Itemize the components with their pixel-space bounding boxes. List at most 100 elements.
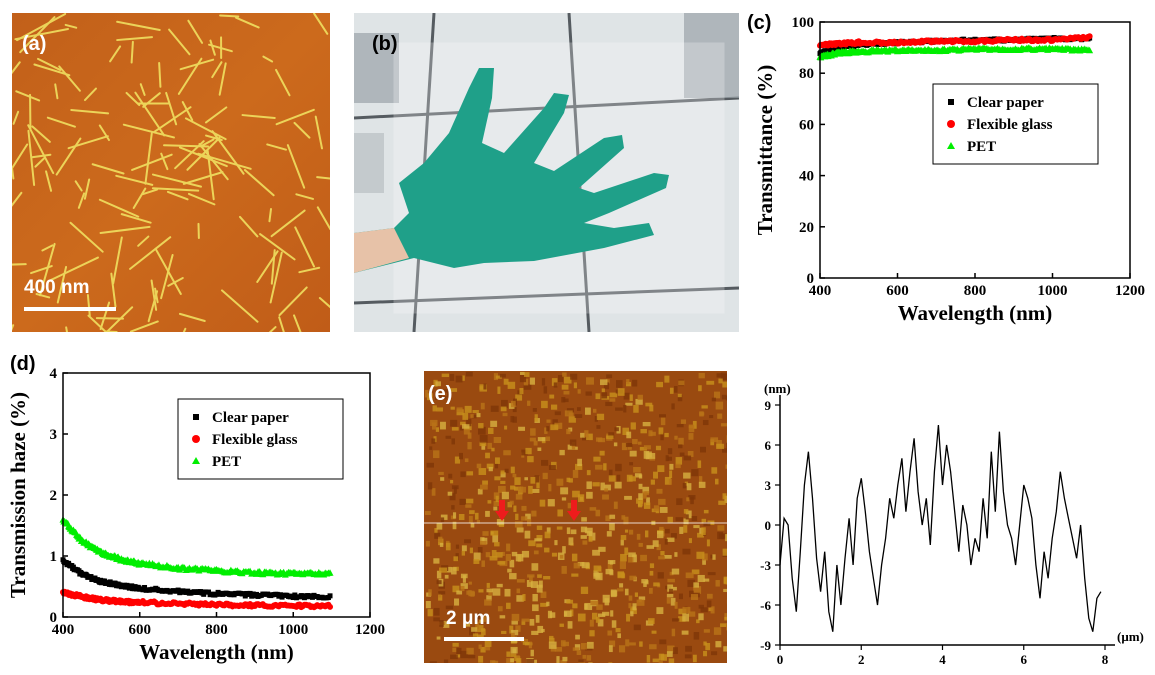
texture-speck: [615, 464, 622, 471]
texture-speck: [560, 624, 564, 627]
texture-speck: [478, 423, 483, 428]
texture-speck: [711, 651, 717, 655]
texture-speck: [512, 474, 516, 477]
texture-speck: [441, 517, 444, 522]
texture-speck: [485, 453, 490, 459]
texture-speck: [600, 483, 604, 491]
texture-speck: [462, 424, 469, 429]
texture-speck: [593, 457, 600, 462]
texture-speck: [433, 558, 439, 563]
texture-speck: [596, 617, 600, 623]
x-tick-label: 800: [205, 622, 228, 638]
texture-speck: [524, 372, 530, 377]
texture-speck: [504, 379, 509, 385]
texture-speck: [715, 479, 719, 485]
texture-speck: [676, 457, 682, 465]
texture-speck: [707, 539, 710, 546]
texture-speck: [609, 515, 615, 519]
texture-speck: [669, 658, 675, 663]
texture-speck: [683, 473, 690, 479]
texture-speck: [688, 495, 695, 500]
texture-speck: [462, 551, 465, 556]
texture-speck: [714, 627, 721, 635]
texture-speck: [667, 594, 673, 597]
texture-speck: [494, 476, 500, 480]
texture-speck: [630, 451, 637, 457]
data-point: [328, 593, 333, 598]
texture-speck: [530, 428, 536, 436]
texture-speck: [667, 598, 671, 604]
texture-speck: [644, 502, 650, 508]
texture-speck: [433, 617, 440, 621]
texture-speck: [464, 429, 470, 434]
texture-speck: [686, 514, 689, 519]
texture-speck: [497, 561, 505, 565]
texture-speck: [586, 481, 591, 489]
texture-speck: [659, 639, 666, 644]
x-tick-label: 4: [939, 652, 946, 667]
texture-speck: [487, 583, 490, 588]
texture-speck: [629, 596, 633, 601]
texture-speck: [516, 494, 523, 500]
texture-speck: [654, 505, 659, 511]
texture-speck: [537, 585, 543, 593]
texture-speck: [490, 660, 495, 663]
texture-speck: [607, 531, 612, 536]
texture-speck: [718, 379, 722, 384]
panel-e-afm-image: (e) 2 μm: [424, 371, 727, 663]
scale-bar-label: 2 μm: [446, 608, 490, 630]
texture-speck: [610, 561, 613, 565]
texture-speck: [572, 554, 577, 562]
texture-speck: [478, 589, 483, 592]
texture-speck: [492, 588, 500, 595]
texture-speck: [586, 377, 594, 384]
texture-speck: [506, 651, 510, 656]
panel-b-label: (b): [372, 33, 398, 56]
texture-speck: [639, 543, 643, 547]
texture-speck: [649, 405, 653, 412]
texture-speck: [442, 374, 449, 377]
texture-speck: [675, 602, 678, 609]
texture-speck: [489, 467, 493, 471]
texture-speck: [531, 650, 534, 657]
texture-speck: [670, 388, 674, 394]
texture-speck: [714, 392, 720, 399]
texture-speck: [617, 633, 621, 638]
texture-speck: [516, 658, 521, 663]
texture-speck: [538, 437, 546, 441]
texture-speck: [660, 507, 668, 513]
texture-speck: [701, 405, 707, 408]
texture-speck: [724, 617, 727, 621]
texture-speck: [491, 406, 499, 412]
texture-speck: [451, 567, 457, 574]
texture-speck: [531, 631, 538, 635]
texture-speck: [630, 394, 633, 401]
texture-speck: [629, 530, 633, 535]
texture-speck: [602, 388, 605, 392]
texture-speck: [659, 414, 666, 417]
texture-speck: [658, 572, 664, 578]
texture-speck: [592, 482, 599, 486]
texture-speck: [463, 575, 466, 583]
texture-speck: [500, 374, 506, 378]
texture-speck: [684, 509, 689, 514]
texture-speck: [700, 447, 706, 453]
texture-speck: [466, 471, 473, 475]
texture-speck: [572, 603, 577, 608]
texture-speck: [716, 580, 720, 587]
texture-speck: [656, 382, 663, 387]
texture-speck: [606, 435, 613, 438]
texture-speck: [673, 647, 678, 654]
texture-speck: [667, 538, 675, 542]
texture-speck: [562, 497, 566, 500]
texture-speck: [571, 529, 577, 534]
texture-speck: [521, 516, 527, 520]
texture-speck: [560, 487, 568, 494]
texture-speck: [585, 408, 591, 415]
texture-speck: [432, 422, 436, 429]
y-tick-label: 2: [50, 488, 58, 504]
texture-speck: [451, 505, 454, 509]
texture-speck: [557, 509, 563, 516]
texture-speck: [531, 511, 536, 517]
